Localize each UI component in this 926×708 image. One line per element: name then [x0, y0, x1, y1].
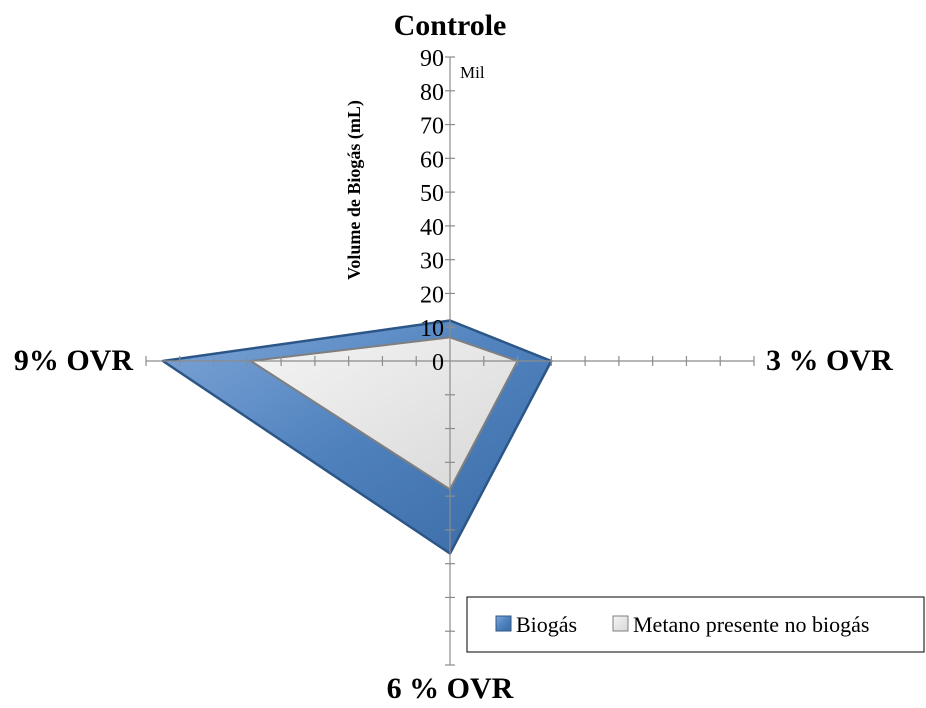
tick-labels: 0 10 20 30 40 50 60 70 80 90 — [420, 46, 444, 376]
tick-label-0: 0 — [432, 350, 444, 376]
tick-label-60: 60 — [420, 147, 444, 173]
y-axis-label: Volume de Biogás (mL) — [344, 100, 365, 280]
legend-label-metano: Metano presente no biogás — [633, 612, 869, 637]
unit-label: Mil — [460, 63, 485, 82]
category-label-3-ovr: 3 % OVR — [766, 344, 893, 377]
category-label-9-ovr: 9% OVR — [14, 344, 134, 377]
tick-label-30: 30 — [420, 249, 444, 275]
tick-label-70: 70 — [420, 114, 444, 140]
legend-box — [466, 596, 925, 653]
series-layer — [161, 319, 553, 555]
tick-label-80: 80 — [420, 80, 444, 106]
category-label-controle: Controle — [394, 9, 507, 42]
legend-swatch-biogas — [495, 615, 512, 632]
tick-label-10: 10 — [420, 316, 444, 342]
legend: Biogás Metano presente no biogás — [466, 596, 925, 653]
tick-label-20: 20 — [420, 282, 444, 308]
legend-label-biogas: Biogás — [516, 612, 577, 637]
axes-layer — [145, 56, 755, 666]
tick-label-90: 90 — [420, 46, 444, 72]
tick-label-50: 50 — [420, 181, 444, 207]
category-label-6-ovr: 6 % OVR — [387, 672, 514, 705]
tick-label-40: 40 — [420, 215, 444, 241]
legend-swatch-metano — [612, 615, 629, 632]
